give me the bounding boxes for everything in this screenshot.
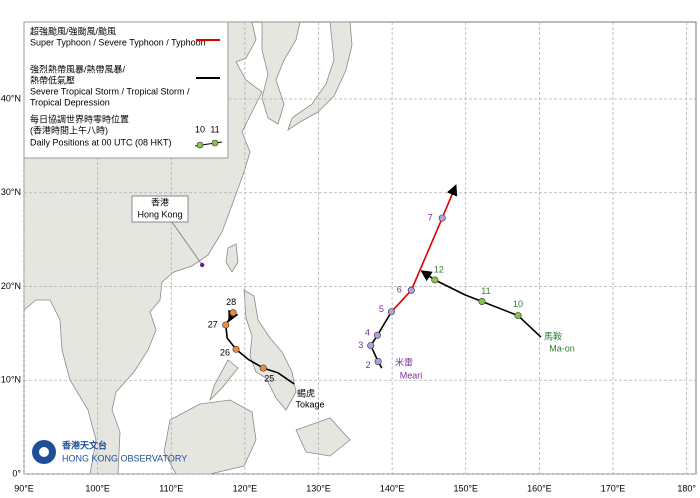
x-tick-label: 100°E: [85, 483, 110, 493]
hk-pointer: [171, 221, 203, 266]
position-dot: [367, 342, 375, 350]
x-tick-label: 120°E: [233, 483, 258, 493]
position-label: 25: [264, 373, 274, 383]
hk-label: 香港: [151, 196, 169, 207]
legend-swatch: [196, 141, 204, 149]
tracks: 10 11 12 馬鞍 Ma-on 234 5 6 7 米雷 Meari 25 26 27 28 蝎虎Toka…: [208, 184, 575, 409]
position-dot: [232, 345, 240, 353]
position-label: 4: [365, 328, 370, 338]
legend-text: Super Typhoon / Severe Typhoon / Typhoon: [30, 37, 206, 47]
legend-text: 每日協調世界時零時位置: [30, 113, 129, 124]
legend-text: (香港時間上午八時): [30, 124, 108, 135]
position-dot: [438, 214, 446, 222]
legend-text: Severe Tropical Storm / Tropical Storm /: [30, 86, 190, 96]
position-dot: [478, 297, 486, 305]
storm-name-zh: 蝎虎: [297, 387, 315, 398]
legend-text: 11: [210, 124, 219, 134]
position-label: 26: [220, 348, 230, 358]
position-label: 5: [379, 304, 384, 314]
storm-name-zh: 米雷: [395, 356, 413, 367]
x-tick-label: 90°E: [14, 483, 34, 493]
position-label: 2: [366, 360, 371, 370]
x-tick-label: 160°E: [527, 483, 552, 493]
legend-text: Daily Positions at 00 UTC (08 HKT): [30, 137, 172, 147]
y-tick-label: 0°: [12, 468, 21, 478]
position-dot: [514, 312, 522, 320]
grid: [23, 22, 696, 475]
position-dot: [222, 321, 230, 329]
legend-text: 強烈熱帶風暴/熱帶風暴/: [30, 63, 126, 74]
position-dot: [387, 308, 395, 316]
track-line: [390, 184, 458, 313]
legend-box: [23, 21, 229, 159]
position-label: 28: [226, 297, 236, 307]
y-tick-label: 10°N: [1, 375, 21, 385]
y-tick-label: 30°N: [1, 187, 21, 197]
position-label: 11: [481, 286, 490, 296]
logo-text: HONG KONG OBSERVATORY: [62, 453, 187, 463]
hk-dot: [199, 262, 205, 268]
x-tick-label: 180°: [677, 483, 696, 493]
position-dot: [431, 276, 439, 284]
position-label: 6: [397, 285, 402, 295]
x-tick-label: 140°E: [380, 483, 405, 493]
y-tick-label: 20°N: [1, 281, 21, 291]
logo-text: 香港天文台: [61, 439, 107, 450]
legend-text: 10: [195, 124, 205, 134]
position-label: 3: [358, 340, 363, 350]
storm-name-en: Ma-on: [549, 343, 575, 353]
legend-text: 超強颱風/強颱風/颱風: [30, 25, 116, 36]
storm-name-en: Tokage: [295, 399, 324, 409]
position-label: 12: [434, 264, 444, 274]
x-tick-label: 110°E: [159, 483, 183, 493]
legend-text: 熱帶低氣壓: [30, 74, 75, 85]
position-dot: [259, 364, 267, 372]
logo: 香港天文台 HONG KONG OBSERVATORY: [32, 439, 187, 464]
storm-name-zh: 馬鞍: [544, 330, 562, 341]
y-tick-label: 40°N: [1, 93, 21, 103]
x-tick-label: 170°E: [601, 483, 626, 493]
storm-name-en: Meari: [400, 370, 423, 380]
logo-icon: [39, 447, 49, 457]
hk-label-box: [131, 195, 189, 223]
x-tick-label: 130°E: [306, 483, 331, 493]
legend-swatch: [211, 139, 219, 147]
position-dot: [374, 357, 382, 365]
x-tick-label: 150°E: [453, 483, 478, 493]
position-dot: [373, 331, 381, 339]
position-dot: [229, 309, 237, 317]
position-label: 10: [513, 299, 523, 309]
position-label: 27: [208, 319, 218, 329]
position-dot: [407, 286, 415, 294]
position-label: 7: [428, 212, 433, 222]
hk-label: Hong Kong: [137, 209, 182, 219]
legend-text: Tropical Depression: [30, 97, 110, 107]
